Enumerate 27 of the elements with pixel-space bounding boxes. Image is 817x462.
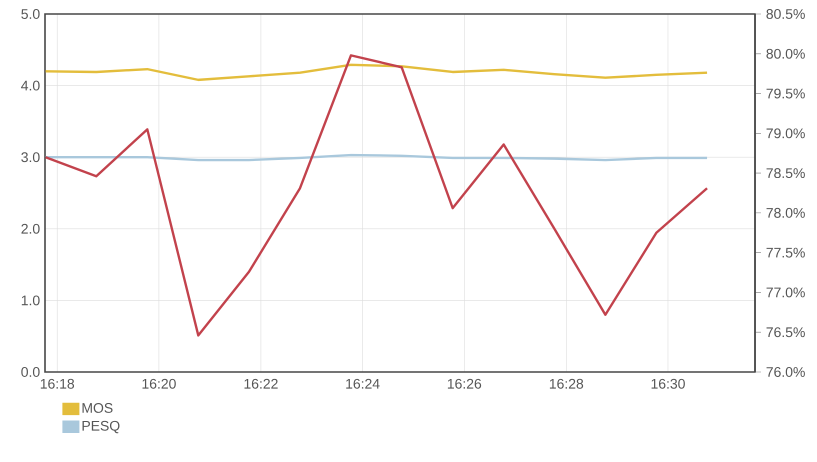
y-tick-label: 3.0	[21, 152, 40, 162]
y-tick-label: 0.0	[21, 367, 40, 377]
y2-tick-label: 76.0%	[766, 367, 805, 377]
legend-label: MOS	[82, 403, 113, 413]
y-tick-label: 5.0	[21, 9, 40, 19]
legend-label: PESQ	[82, 420, 120, 434]
y2-tick-label: 80.0%	[766, 48, 805, 59]
x-tick-label: 16:30	[652, 378, 685, 389]
y2-tick-label: 79.0%	[766, 128, 805, 138]
y2-tick-label: 80.5%	[766, 9, 805, 19]
line-series	[45, 64, 708, 82]
x-tick-label: 16:24	[346, 378, 380, 389]
y-tick-label: 4.0	[21, 80, 40, 91]
x-tick-label: 16:20	[142, 378, 176, 389]
y2-tick-label: 78.0%	[766, 208, 805, 218]
y-tick-label: 1.0	[22, 295, 40, 306]
y2-tick-label: 76.5%	[766, 327, 805, 338]
x-tick-label: 16:26	[448, 378, 482, 389]
x-tick-label: 16:28	[550, 378, 584, 389]
y-tick-label: 2.0	[21, 224, 40, 234]
y2-tick-label: 78.5%	[766, 168, 805, 178]
y2-tick-label: 79.5%	[766, 88, 805, 98]
x-tick-label: 16:18	[40, 378, 74, 389]
line-series	[45, 54, 708, 337]
x-tick-label: 16:22	[244, 378, 278, 389]
y2-tick-label: 77.0%	[766, 287, 805, 298]
y2-tick-label: 77.5%	[766, 248, 805, 258]
